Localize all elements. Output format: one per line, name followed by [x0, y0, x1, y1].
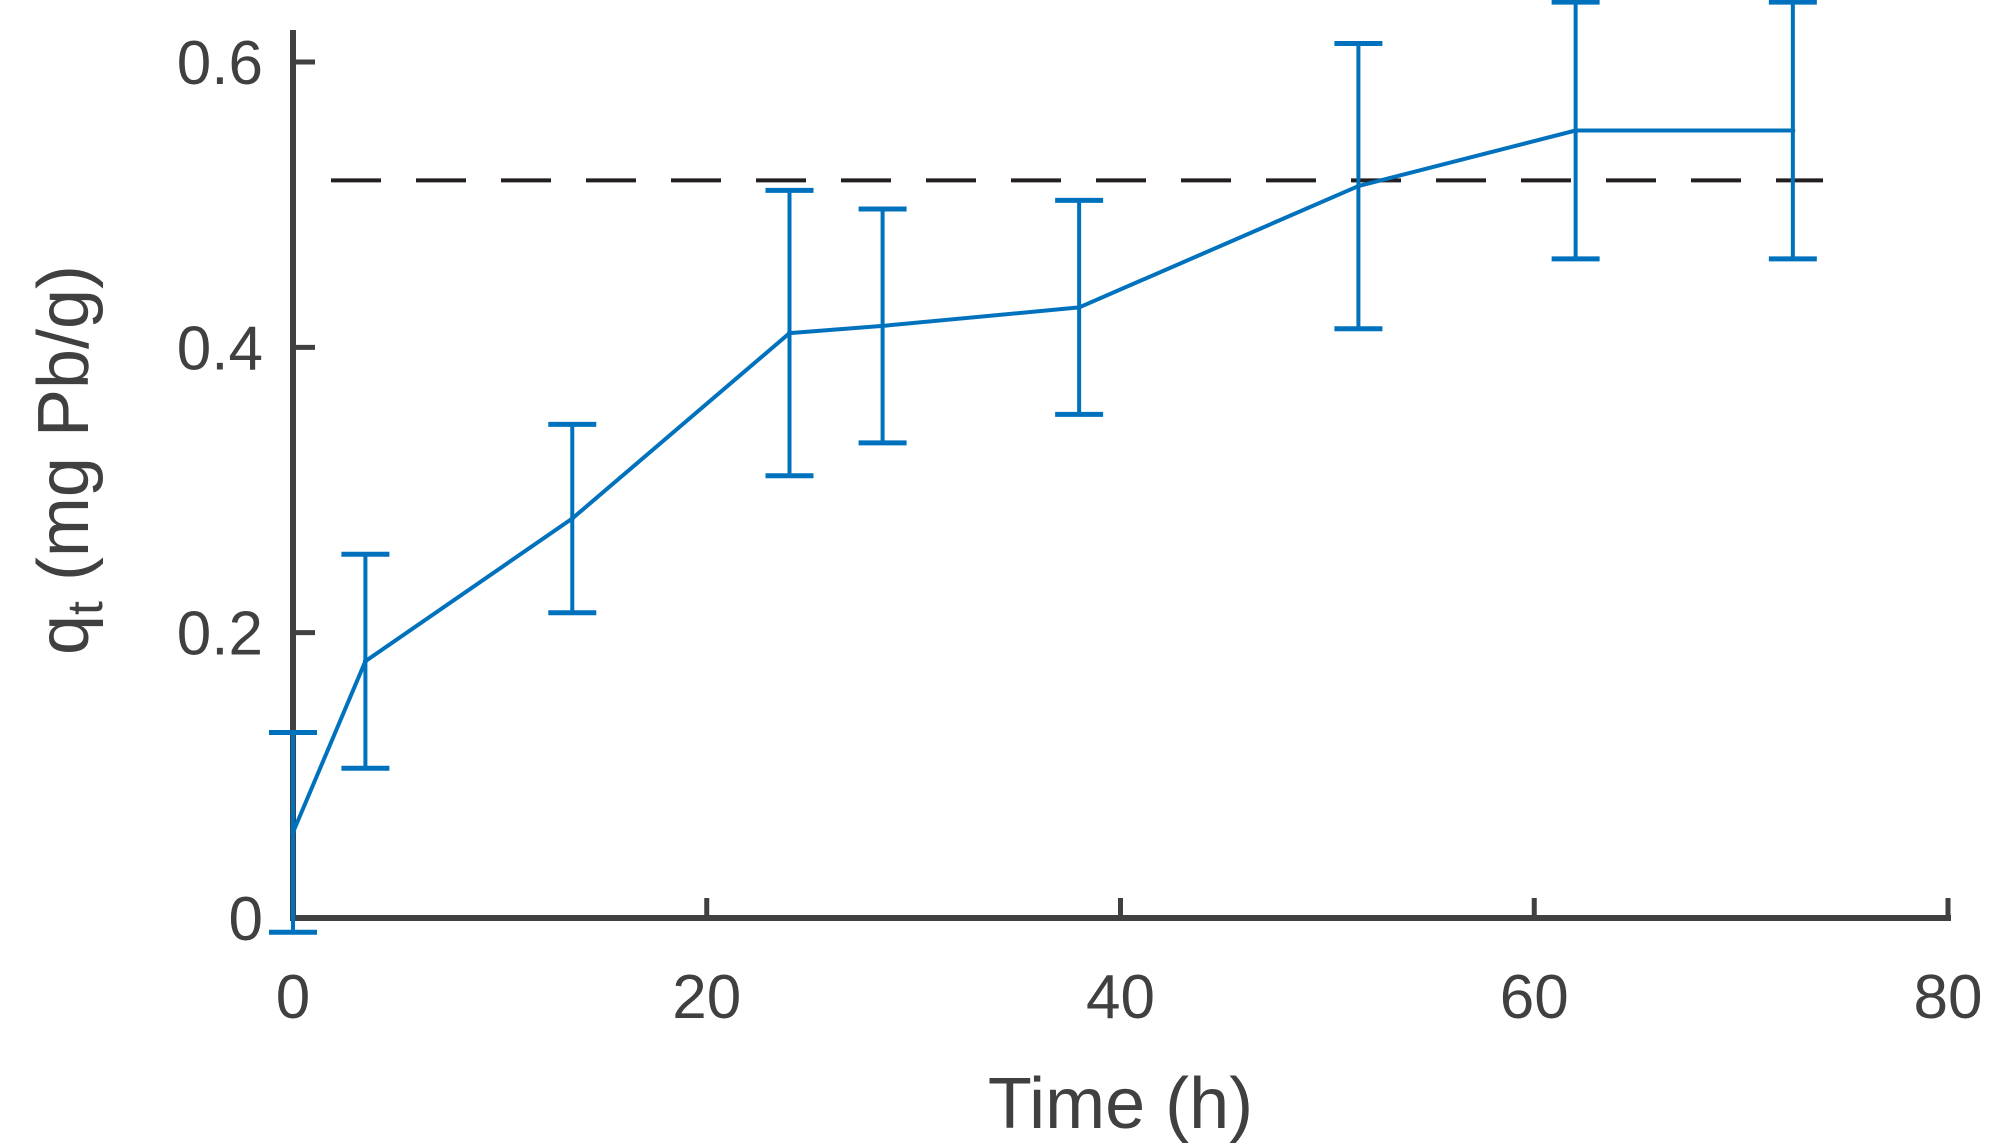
series-line-0 [291, 128, 1793, 834]
y-tick-label: 0.6 [177, 29, 263, 98]
x-tick-label: 20 [672, 963, 741, 1032]
tick-labels: 0 20 40 60 80 0 0.2 0.4 0.6 [177, 29, 1983, 1032]
y-axis-title-symbol: q [24, 615, 104, 655]
x-tick-label: 60 [1500, 963, 1569, 1032]
series [291, 128, 1793, 834]
x-tick-label: 80 [1914, 963, 1983, 1032]
y-tick-label: 0.2 [177, 600, 263, 669]
y-tick-label: 0 [229, 885, 263, 954]
error-bars [269, 0, 1817, 935]
x-axis-title: Time (h) [988, 1064, 1253, 1144]
y-axis-title-subscript: t [57, 601, 113, 615]
axes [290, 30, 1951, 921]
x-tick-label: 40 [1086, 963, 1155, 1032]
x-tick-label: 0 [276, 963, 310, 1032]
error-bar-8 [1768, 0, 1817, 262]
y-axis-title-units: (mg Pb/g) [24, 265, 104, 601]
y-axis-title: qt (mg Pb/g) [24, 265, 113, 655]
y-tick-label: 0.4 [177, 314, 263, 383]
